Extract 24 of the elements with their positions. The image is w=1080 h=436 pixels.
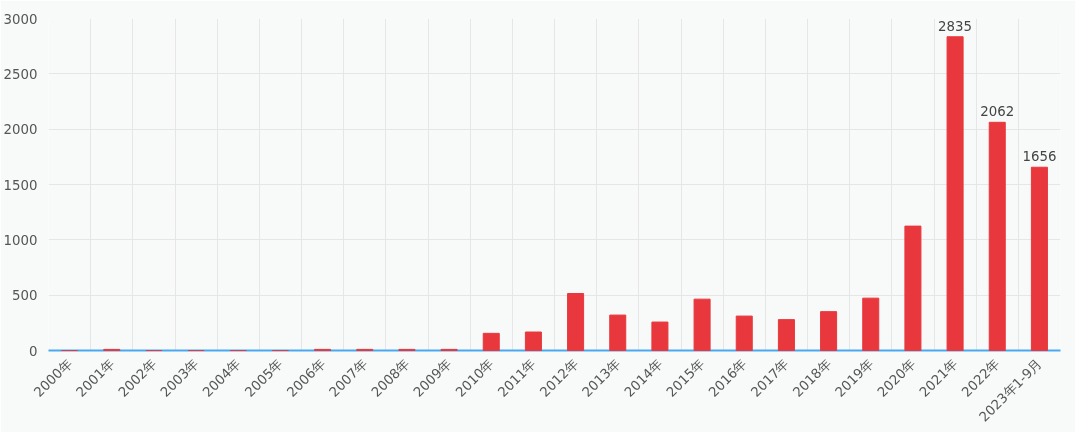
y-tick-label: 1500: [3, 177, 38, 193]
bar: [904, 225, 922, 351]
y-tick-label: 1000: [3, 232, 38, 248]
y-tick-label: 500: [12, 288, 38, 304]
data-label: 2062: [980, 104, 1015, 120]
bar: [777, 319, 795, 351]
bar: [946, 36, 964, 351]
y-tick-label: 0: [29, 343, 38, 359]
bar: [651, 321, 669, 351]
bar: [609, 314, 627, 351]
data-label: 2835: [938, 18, 973, 34]
bar: [988, 121, 1006, 351]
bar: [524, 331, 542, 351]
bar: [735, 315, 753, 351]
bar: [693, 298, 711, 351]
bar: [567, 293, 585, 351]
data-label: 1656: [1022, 149, 1057, 165]
bar: [862, 297, 880, 351]
y-tick-label: 2000: [3, 122, 38, 138]
y-tick-label: 3000: [3, 11, 38, 27]
y-tick-label: 2500: [3, 66, 38, 82]
bar: [820, 311, 838, 351]
bar: [1030, 166, 1048, 351]
bar: [482, 332, 500, 351]
